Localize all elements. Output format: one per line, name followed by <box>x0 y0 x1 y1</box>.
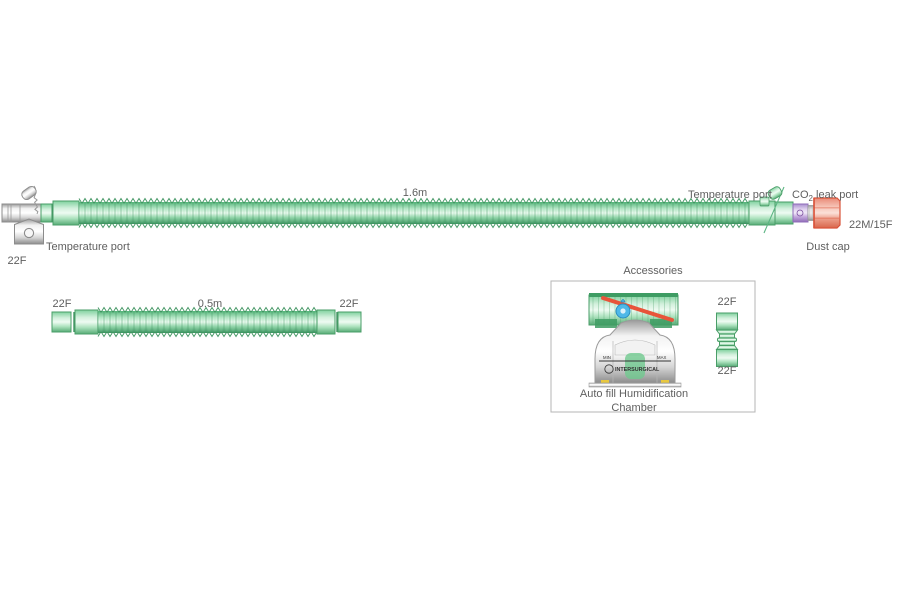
svg-text:MIN: MIN <box>603 355 611 360</box>
svg-text:MAX: MAX <box>657 355 666 360</box>
